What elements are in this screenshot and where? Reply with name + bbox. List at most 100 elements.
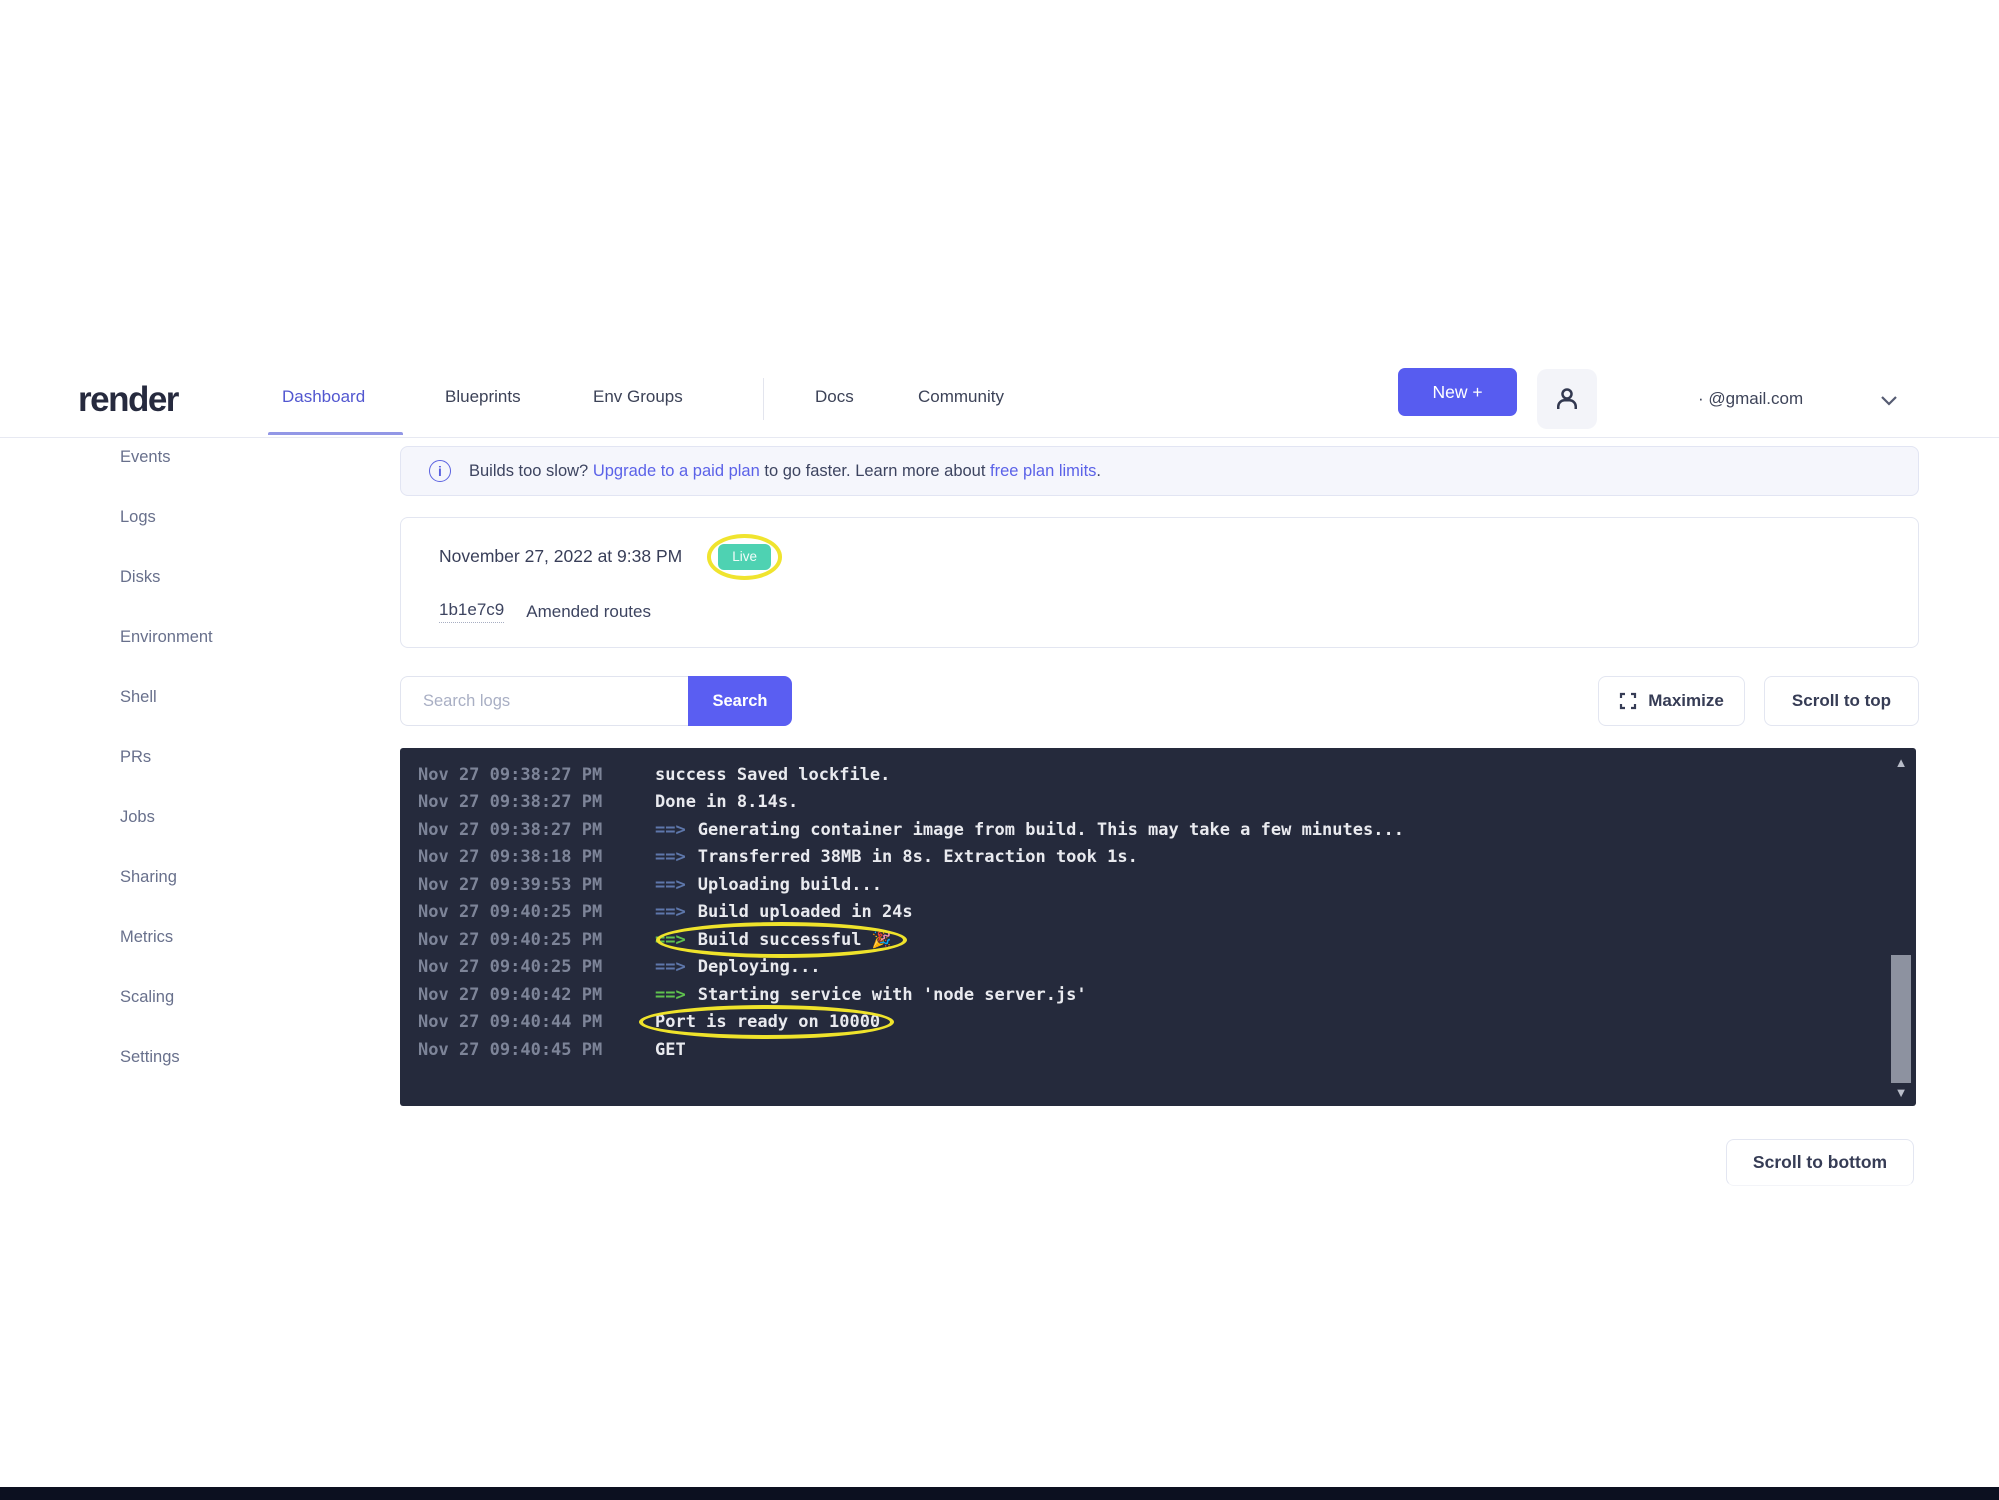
sidebar-item-disks[interactable]: Disks bbox=[120, 568, 161, 586]
log-timestamp: Nov 27 09:40:42 PM bbox=[418, 984, 603, 1005]
log-message: Deploying... bbox=[697, 957, 821, 978]
log-message: GET bbox=[655, 1039, 686, 1060]
maximize-button-label: Maximize bbox=[1648, 691, 1724, 710]
upgrade-plan-link[interactable]: Upgrade to a paid plan bbox=[592, 461, 760, 480]
log-line: Nov 27 09:40:25 PM ==> Deploying... bbox=[418, 954, 1870, 982]
sidebar-item-environment[interactable]: Environment bbox=[120, 628, 213, 646]
deploy-header-row: November 27, 2022 at 9:38 PM Live bbox=[439, 534, 782, 580]
log-timestamp: Nov 27 09:38:27 PM bbox=[418, 764, 603, 785]
terminal-scrollbar: ▲ ▼ bbox=[1888, 750, 1914, 1104]
log-arrow-icon: ==> bbox=[655, 819, 686, 840]
user-icon bbox=[1557, 388, 1577, 409]
log-line: Nov 27 09:40:45 PM GET bbox=[418, 1036, 1870, 1064]
log-message: Generating container image from build. T… bbox=[697, 819, 1404, 840]
log-timestamp: Nov 27 09:39:53 PM bbox=[418, 874, 603, 895]
scroll-to-bottom-button[interactable]: Scroll to bottom bbox=[1726, 1139, 1914, 1186]
log-arrow-icon: ==> bbox=[655, 874, 686, 895]
bottom-edge-bar bbox=[0, 1487, 1999, 1500]
scrollbar-thumb[interactable] bbox=[1891, 955, 1911, 1083]
sidebar-item-logs[interactable]: Logs bbox=[120, 508, 156, 526]
search-button[interactable]: Search bbox=[688, 676, 792, 726]
sidebar-item-scaling[interactable]: Scaling bbox=[120, 988, 175, 1006]
log-timestamp: Nov 27 09:38:27 PM bbox=[418, 792, 603, 813]
active-tab-underline bbox=[268, 432, 403, 435]
live-status-badge: Live bbox=[718, 544, 771, 570]
banner-text: Builds too slow? Upgrade to a paid plan … bbox=[469, 462, 1101, 481]
log-message: Done in 8.14s. bbox=[655, 792, 799, 813]
commit-hash-link[interactable]: 1b1e7c9 bbox=[439, 600, 505, 623]
log-timestamp: Nov 27 09:40:44 PM bbox=[418, 1012, 603, 1033]
log-arrow-icon: ==> bbox=[655, 847, 686, 868]
render-logo[interactable]: render bbox=[78, 380, 179, 419]
new-button[interactable]: New + bbox=[1398, 368, 1517, 416]
sidebar-item-settings[interactable]: Settings bbox=[120, 1048, 180, 1066]
log-timestamp: Nov 27 09:40:25 PM bbox=[418, 957, 603, 978]
sidebar-item-events[interactable]: Events bbox=[120, 448, 171, 466]
info-icon: i bbox=[429, 460, 451, 482]
nav-tab-dashboard[interactable]: Dashboard bbox=[268, 387, 403, 435]
nav-divider bbox=[763, 378, 764, 420]
free-plan-limits-link[interactable]: free plan limits bbox=[990, 461, 1097, 480]
log-timestamp: Nov 27 09:38:27 PM bbox=[418, 819, 603, 840]
log-line: Nov 27 09:38:27 PM success Saved lockfile… bbox=[418, 761, 1870, 789]
live-status-wrap: Live bbox=[707, 534, 782, 580]
log-line: Nov 27 09:38:27 PM Done in 8.14s. bbox=[418, 789, 1870, 817]
sidebar-item-jobs[interactable]: Jobs bbox=[120, 808, 155, 826]
banner-text-2: to go faster. Learn more about bbox=[759, 461, 991, 480]
chevron-down-icon[interactable] bbox=[1880, 393, 1898, 411]
log-message: Build successful 🎉 bbox=[655, 921, 908, 958]
log-message: Uploading build... bbox=[697, 874, 882, 895]
log-arrow-icon: ==> bbox=[655, 984, 686, 1005]
upgrade-banner: i Builds too slow? Upgrade to a paid pla… bbox=[400, 446, 1919, 496]
log-timestamp: Nov 27 09:40:25 PM bbox=[418, 929, 603, 950]
deploy-card: November 27, 2022 at 9:38 PM Live 1b1e7c… bbox=[400, 517, 1919, 648]
maximize-button[interactable]: Maximize bbox=[1598, 676, 1745, 726]
deploy-date: November 27, 2022 at 9:38 PM bbox=[439, 546, 683, 567]
commit-message: Amended routes bbox=[526, 601, 651, 621]
search-logs-input[interactable] bbox=[400, 676, 688, 726]
log-line: Nov 27 09:40:25 PM ==> Build uploaded in 2… bbox=[418, 899, 1870, 927]
avatar[interactable] bbox=[1537, 369, 1597, 429]
log-message: Transferred 38MB in 8s. Extraction took … bbox=[697, 847, 1138, 868]
banner-text-1: Builds too slow? bbox=[469, 461, 593, 480]
maximize-icon bbox=[1620, 692, 1637, 710]
log-timestamp: Nov 27 09:40:45 PM bbox=[418, 1039, 603, 1060]
scrollbar-up-arrow-icon[interactable]: ▲ bbox=[1894, 754, 1908, 770]
nav-tab-community[interactable]: Community bbox=[918, 387, 1004, 406]
scrollbar-down-arrow-icon[interactable]: ▼ bbox=[1894, 1084, 1908, 1100]
nav-tab-blueprints[interactable]: Blueprints bbox=[445, 387, 521, 406]
sidebar-item-shell[interactable]: Shell bbox=[120, 688, 157, 706]
log-message: Port is ready on 10000 bbox=[639, 1005, 895, 1040]
log-timestamp: Nov 27 09:38:18 PM bbox=[418, 847, 603, 868]
log-line: Nov 27 09:40:44 PM Port is ready on 10000 bbox=[418, 1005, 1870, 1040]
highlight-ellipse-annotation bbox=[655, 921, 908, 958]
sidebar-item-metrics[interactable]: Metrics bbox=[120, 928, 174, 946]
log-arrow-icon: ==> bbox=[655, 957, 686, 978]
log-message: success Saved lockfile. bbox=[655, 764, 891, 785]
log-line: Nov 27 09:40:42 PM ==> Starting service wi… bbox=[418, 981, 1870, 1009]
log-message: Build uploaded in 24s bbox=[697, 902, 913, 923]
log-terminal: Nov 27 09:38:27 PM success Saved lockfile… bbox=[400, 748, 1916, 1106]
log-message: Starting service with 'node server.js' bbox=[697, 984, 1087, 1005]
nav-tab-env-groups[interactable]: Env Groups bbox=[593, 387, 683, 406]
party-popper-icon: 🎉 bbox=[871, 929, 892, 949]
log-arrow-icon: ==> bbox=[655, 929, 686, 950]
log-arrow-icon: ==> bbox=[655, 902, 686, 923]
log-line: Nov 27 09:40:25 PM ==> Build successful 🎉 bbox=[418, 921, 1870, 958]
sidebar-item-prs[interactable]: PRs bbox=[120, 748, 152, 766]
sidebar-item-sharing[interactable]: Sharing bbox=[120, 868, 177, 886]
log-line: Nov 27 09:38:27 PM ==> Generating containe… bbox=[418, 816, 1870, 844]
log-line: Nov 27 09:38:18 PM ==> Transferred 38MB in… bbox=[418, 844, 1870, 872]
log-line: Nov 27 09:39:53 PM ==> Uploading build... bbox=[418, 871, 1870, 899]
log-timestamp: Nov 27 09:40:25 PM bbox=[418, 902, 603, 923]
nav-tab-dashboard-label: Dashboard bbox=[282, 387, 366, 406]
highlight-ellipse-annotation bbox=[639, 1005, 895, 1040]
nav-tab-docs[interactable]: Docs bbox=[815, 387, 854, 406]
top-navbar: render Dashboard Blueprints Env Groups D… bbox=[0, 360, 1999, 438]
deploy-commit-row: 1b1e7c9 Amended routes bbox=[439, 600, 651, 623]
scroll-to-top-button[interactable]: Scroll to top bbox=[1764, 676, 1919, 726]
log-lines: Nov 27 09:38:27 PM success Saved lockfile… bbox=[418, 761, 1870, 1064]
banner-text-3: . bbox=[1096, 461, 1101, 480]
account-email: · @gmail.com bbox=[1698, 389, 1804, 408]
